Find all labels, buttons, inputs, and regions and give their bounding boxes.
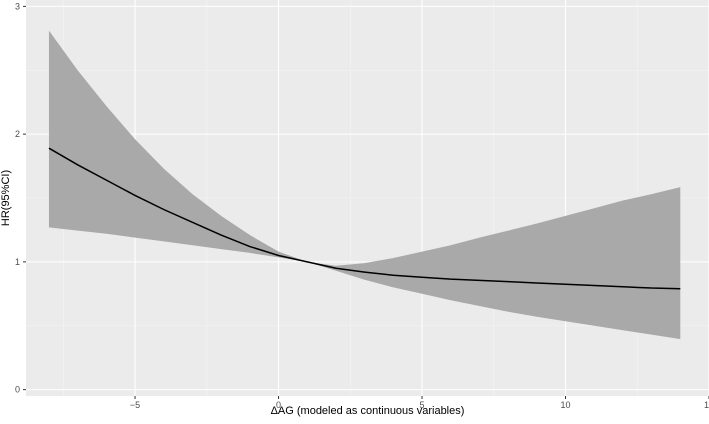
confidence-interval-band — [48, 30, 681, 340]
y-tick-label: 2 — [15, 129, 20, 139]
x-tick-label: 5 — [420, 400, 425, 410]
y-tick-label: 3 — [15, 1, 20, 11]
major-gridlines — [26, 0, 709, 396]
y-axis-ticks: 0 1 2 3 — [15, 1, 26, 395]
x-axis-ticks: −5 0 5 10 15 — [130, 396, 709, 410]
y-axis-label: HR(95%CI) — [0, 170, 12, 226]
y-tick-label: 0 — [15, 385, 20, 395]
x-tick-label: −5 — [130, 400, 140, 410]
x-tick-label: 10 — [561, 400, 571, 410]
x-tick-label: 15 — [704, 400, 709, 410]
x-axis-label: ΔAG (modeled as continuous variables) — [271, 405, 465, 417]
hazard-ratio-line — [48, 147, 681, 290]
y-tick-label: 1 — [15, 257, 20, 267]
x-tick-label: 0 — [276, 400, 281, 410]
